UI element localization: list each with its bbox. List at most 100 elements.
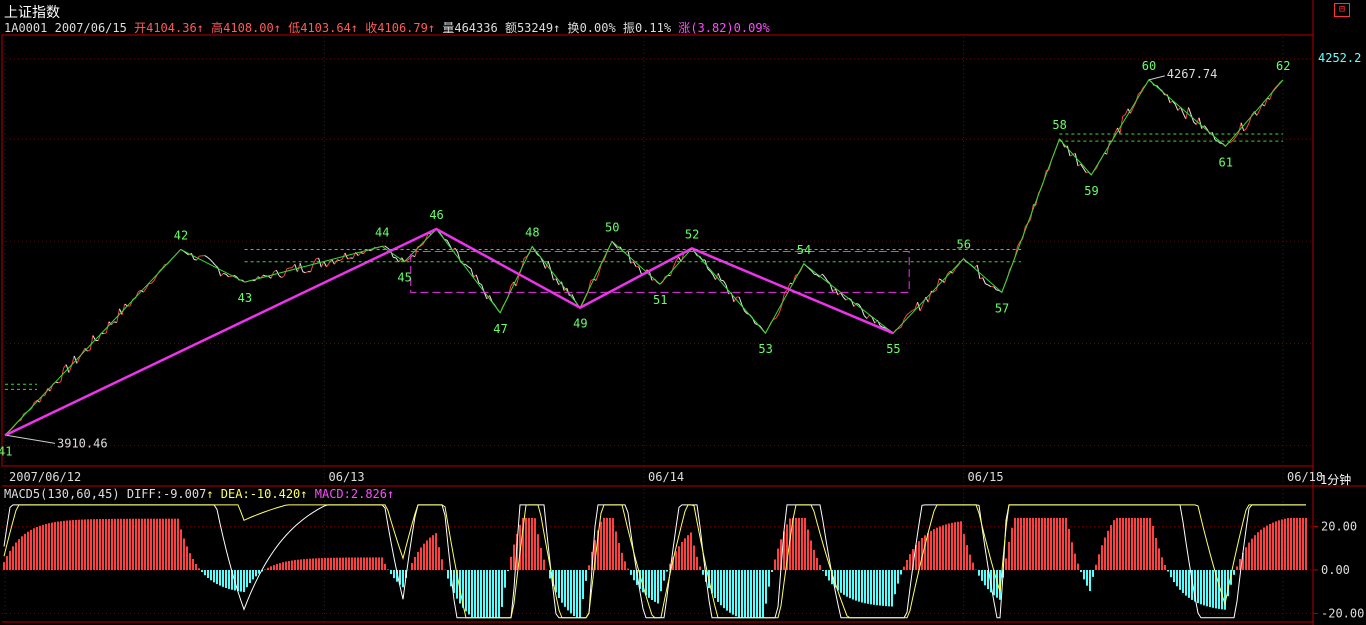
price-line-segment: [1080, 163, 1084, 169]
restore-icon[interactable]: ⊟: [1334, 3, 1350, 17]
price-line-segment: [331, 259, 335, 265]
up-arrow-icon: ↑: [273, 21, 281, 35]
price-line-segment: [483, 292, 488, 300]
price-line-segment: [262, 274, 266, 277]
price-line-segment: [632, 261, 637, 267]
open-value: 4104.36: [146, 21, 197, 35]
price-line-segment: [808, 268, 812, 272]
wave-label: 56: [957, 238, 971, 252]
price-line-segment: [553, 278, 557, 281]
macd-title: MACD5: [4, 487, 41, 501]
price-line-segment: [1198, 117, 1203, 129]
price-line-segment: [1264, 97, 1268, 107]
price-line-segment: [911, 308, 916, 311]
price-line-segment: [212, 261, 216, 266]
macd-params: (130,60,45): [40, 487, 120, 501]
price-line-segment: [1182, 113, 1187, 120]
quote-bar: 1A0001 2007/06/15 开4104.36↑ 高4108.00↑ 低4…: [4, 19, 770, 36]
wave-label: 51: [653, 293, 667, 307]
price-line-segment: [909, 310, 913, 314]
price-line-segment: [420, 243, 424, 247]
dea-value: -10.420: [249, 487, 301, 501]
price-line-segment: [949, 270, 953, 274]
price-line-segment: [919, 304, 924, 312]
price-line-segment: [1235, 132, 1239, 137]
price-line-segment: [944, 273, 948, 283]
price-line-segment: [228, 275, 232, 278]
price-line-segment: [446, 239, 451, 246]
price-line-segment: [952, 268, 956, 274]
price-line-segment: [510, 281, 514, 287]
price-line-segment: [470, 268, 475, 278]
price-line-segment: [1116, 127, 1121, 134]
wave-label: 41: [0, 444, 12, 458]
amplitude-value: 0.11%: [634, 21, 672, 35]
price-line-segment: [979, 277, 983, 280]
price-line-segment: [1277, 81, 1281, 86]
price-line-segment: [832, 288, 836, 293]
price-panel-frame: [1, 34, 1314, 467]
price-line-segment: [161, 264, 166, 269]
price-line-segment: [111, 321, 115, 326]
x-tick-label: 06/18: [1287, 470, 1323, 484]
price-line-segment: [773, 317, 777, 320]
price-line-segment: [722, 280, 727, 286]
price-line-segment: [305, 271, 309, 274]
macd-y-tick-label: 20.00: [1321, 520, 1357, 534]
price-line-segment: [137, 289, 142, 293]
price-line-segment: [468, 266, 472, 269]
price-line-segment: [278, 275, 282, 279]
price-line-segment: [1077, 163, 1081, 167]
price-line-segment: [368, 249, 372, 252]
price-line-segment: [595, 273, 600, 281]
price-line-segment: [717, 273, 722, 281]
diff-value: -9.007: [162, 487, 207, 501]
wave-label: 58: [1052, 118, 1066, 132]
price-line-segment: [89, 335, 94, 351]
x-tick-label: 06/14: [648, 470, 684, 484]
price-line-segment: [159, 268, 163, 272]
volume-value: 464336: [454, 21, 498, 35]
up-arrow-icon: ↑: [196, 21, 204, 35]
price-line-segment: [454, 247, 459, 253]
price-line-segment: [898, 326, 902, 330]
price-line-segment: [475, 274, 480, 284]
price-line-segment: [207, 256, 211, 260]
up-arrow-icon: ↑: [427, 21, 436, 35]
price-line-segment: [302, 271, 306, 274]
price-line-segment: [58, 381, 62, 384]
price-line-segment: [143, 288, 147, 293]
price-line-segment: [153, 275, 158, 281]
price-line-segment: [738, 296, 743, 305]
consolidation-box: [410, 251, 910, 293]
price-line-segment: [1017, 241, 1021, 247]
price-line-segment: [974, 264, 978, 269]
price-line-segment: [33, 399, 38, 403]
wave-label: 52: [685, 227, 699, 241]
price-line-segment: [1074, 153, 1079, 167]
period-selector[interactable]: 1分钟: [1320, 473, 1352, 487]
price-line-segment: [465, 264, 469, 268]
price-line-segment: [709, 270, 714, 275]
price-line-segment: [672, 260, 677, 268]
price-line-segment: [824, 276, 828, 282]
price-line-segment: [712, 274, 716, 281]
macd-y-tick-label: 0.00: [1321, 563, 1350, 577]
price-line-segment: [707, 268, 711, 272]
price-line-segment: [81, 348, 86, 354]
high-value: 4108.00: [223, 21, 274, 35]
price-line-segment: [1245, 122, 1250, 129]
price-line-segment: [1066, 145, 1071, 157]
price-line-segment: [273, 269, 277, 273]
price-line-segment: [294, 264, 298, 273]
price-line-segment: [866, 314, 870, 319]
price-line-segment: [68, 365, 73, 373]
turnover-label: 换: [567, 21, 580, 35]
price-line-segment: [814, 273, 818, 276]
price-line-segment: [326, 262, 330, 268]
price-line-segment: [1082, 167, 1087, 173]
price-line-segment: [1190, 114, 1195, 123]
price-line-segment: [571, 294, 576, 301]
price-line-segment: [1172, 100, 1176, 105]
